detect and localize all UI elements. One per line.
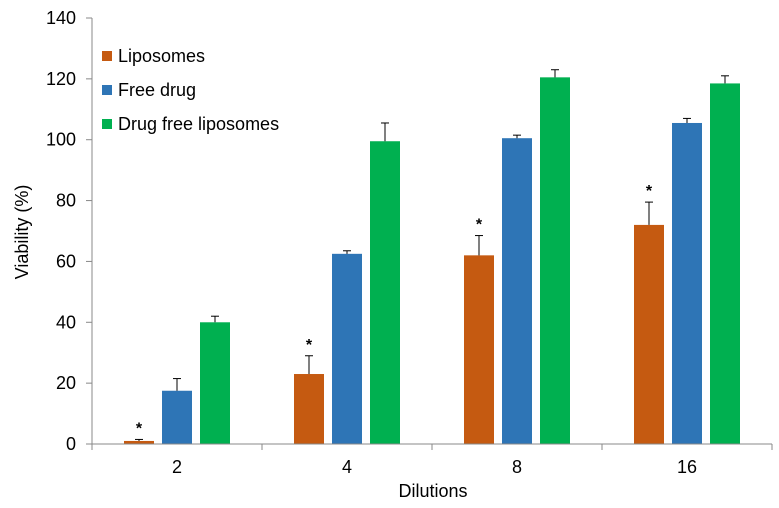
bar: [332, 253, 362, 444]
y-tick-label: 80: [56, 191, 76, 211]
bar: [672, 122, 702, 444]
bar: [464, 255, 494, 444]
significance-marker: *: [306, 337, 313, 354]
significance-marker: *: [646, 183, 653, 200]
bar: [634, 224, 664, 444]
legend: Liposomes Free drug Drug free liposomes: [102, 46, 279, 134]
y-tick-label: 100: [46, 130, 76, 150]
bar: [200, 322, 230, 444]
legend-label: Drug free liposomes: [118, 114, 279, 134]
bar: [502, 138, 532, 444]
x-tick-label: 8: [512, 457, 522, 477]
x-tick-label: 4: [342, 457, 352, 477]
y-axis-ticks: 0 20 40 60 80 100 120 140: [46, 8, 92, 454]
legend-swatch: [102, 85, 112, 95]
x-axis-label: Dilutions: [398, 481, 467, 501]
legend-label: Liposomes: [118, 46, 205, 66]
bar: [124, 440, 154, 444]
y-axis-label: Viability (%): [12, 185, 32, 280]
bar: [162, 390, 192, 444]
x-tick-label: 2: [172, 457, 182, 477]
legend-swatch: [102, 51, 112, 61]
y-tick-label: 40: [56, 312, 76, 332]
bar: [294, 374, 324, 444]
legend-swatch: [102, 119, 112, 129]
y-tick-label: 140: [46, 8, 76, 28]
y-tick-label: 60: [56, 251, 76, 271]
x-axis-ticks: 2 4 8 16: [91, 444, 773, 477]
significance-marker: *: [476, 217, 483, 234]
significance-marker: *: [136, 420, 143, 437]
y-tick-label: 0: [66, 434, 76, 454]
y-tick-label: 20: [56, 373, 76, 393]
bar: [540, 77, 570, 444]
x-tick-label: 16: [677, 457, 697, 477]
bar: [710, 83, 740, 445]
bar: [370, 141, 400, 444]
legend-label: Free drug: [118, 80, 196, 100]
bar-groups: * * * *: [124, 69, 740, 445]
y-tick-label: 120: [46, 69, 76, 89]
